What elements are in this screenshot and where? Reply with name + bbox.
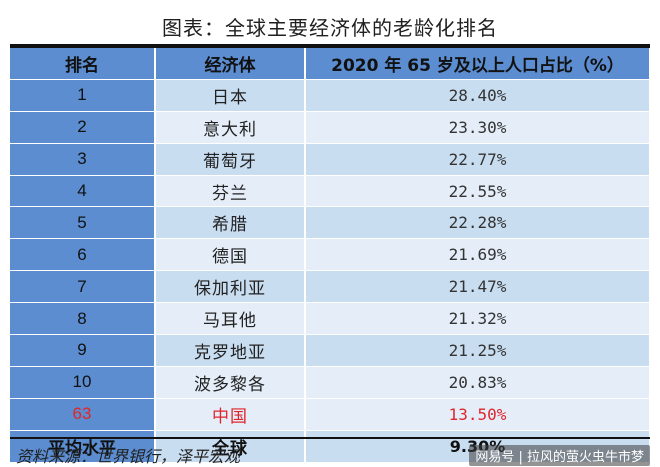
header-rank: 排名 [10,48,156,80]
economy-cell: 保加利亚 [155,270,306,304]
rank-cell: 6 [10,238,156,272]
rank-cell: 7 [10,270,156,304]
header-economy: 经济体 [155,48,306,80]
economy-cell: 芬兰 [155,175,306,208]
rank-cell: 4 [10,175,156,208]
rank-cell: 3 [10,143,156,176]
economy-cell: 克罗地亚 [155,334,306,367]
rank-cell: 5 [10,206,156,240]
value-cell: 21.47% [305,270,651,304]
economy-cell: 意大利 [155,111,306,144]
table-row: 2 意大利 23.30% [10,111,651,144]
table-row: 1 日本 28.40% [10,79,651,112]
table-title: 图表：全球主要经济体的老龄化排名 [162,16,498,40]
value-cell: 22.28% [305,206,651,240]
rank-cell: 10 [10,366,156,399]
economy-cell: 希腊 [155,206,306,240]
table-row: 10 波多黎各 20.83% [10,366,651,399]
header-value: 2020 年 65 岁及以上人口占比（%） [305,48,651,80]
rank-cell: 1 [10,79,156,112]
economy-cell: 日本 [155,79,306,112]
watermark: 网易号 | 拉风的萤火虫牛市梦 [469,445,650,466]
economy-cell: 德国 [155,238,306,272]
value-cell: 23.30% [305,111,651,144]
table-row: 7 保加利亚 21.47% [10,270,651,304]
value-cell: 22.77% [305,143,651,176]
table-row: 6 德国 21.69% [10,238,651,272]
table-row: 8 马耳他 21.32% [10,302,651,336]
rank-cell: 9 [10,334,156,367]
table-row: 3 葡萄牙 22.77% [10,143,651,176]
aging-ranking-table: 排名 经济体 2020 年 65 岁及以上人口占比（%） 1 日本 28.40%… [10,48,651,463]
rank-cell: 2 [10,111,156,144]
rank-cell: 8 [10,302,156,336]
average-economy: 全球 [155,430,306,463]
value-cell: 20.83% [305,366,651,399]
bottom-rule [10,437,650,439]
economy-cell: 中国 [155,398,306,431]
value-cell: 13.50% [305,398,651,431]
average-label: 平均水平 [10,430,156,463]
value-cell: 21.69% [305,238,651,272]
table-row: 5 希腊 22.28% [10,206,651,240]
economy-cell: 葡萄牙 [155,143,306,176]
source-note: 资料来源：世界银行，泽平宏观 [16,447,241,466]
economy-cell: 马耳他 [155,302,306,336]
top-rule [10,44,650,48]
rank-cell: 63 [10,398,156,431]
value-cell: 21.32% [305,302,651,336]
economy-cell: 波多黎各 [155,366,306,399]
average-row: 平均水平 全球 9.30% [10,430,651,463]
value-cell: 21.25% [305,334,651,367]
table-row-china: 63 中国 13.50% [10,398,651,431]
table-row: 9 克罗地亚 21.25% [10,334,651,367]
header-row: 排名 经济体 2020 年 65 岁及以上人口占比（%） [10,48,651,80]
value-cell: 22.55% [305,175,651,208]
table-row: 4 芬兰 22.55% [10,175,651,208]
value-cell: 28.40% [305,79,651,112]
